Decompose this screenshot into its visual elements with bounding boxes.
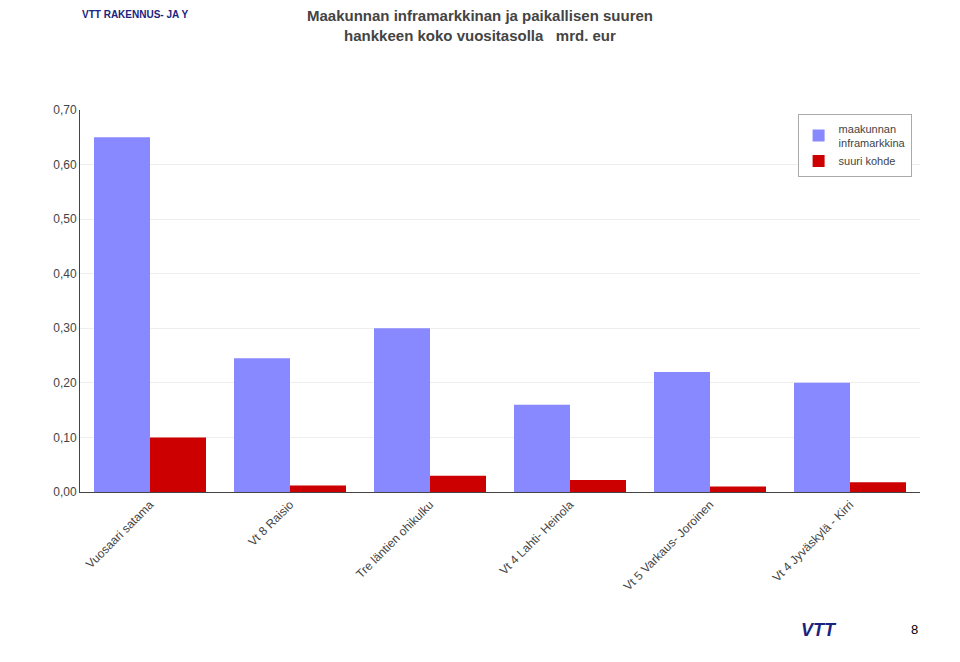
svg-text:Vt 5 Varkaus- Joroinen: Vt 5 Varkaus- Joroinen xyxy=(621,498,717,594)
svg-text:Maakunnan inframarkkinan ja pa: Maakunnan inframarkkinan ja paikallisen … xyxy=(307,7,653,44)
svg-text:Vt 8 Raisio: Vt 8 Raisio xyxy=(245,498,296,549)
svg-text:8: 8 xyxy=(911,622,918,637)
svg-text:0,40: 0,40 xyxy=(53,267,77,281)
svg-text:0,50: 0,50 xyxy=(53,212,77,226)
svg-text:0,60: 0,60 xyxy=(53,158,77,172)
svg-text:Vt 4 Jyväskylä - Kirri: Vt 4 Jyväskylä - Kirri xyxy=(770,498,857,585)
svg-text:Tre läntien ohikulku: Tre läntien ohikulku xyxy=(353,498,436,581)
svg-text:0,20: 0,20 xyxy=(53,376,77,390)
svg-text:0,00: 0,00 xyxy=(53,485,77,499)
svg-text:0,10: 0,10 xyxy=(53,431,77,445)
svg-text:VTT: VTT xyxy=(801,620,837,640)
svg-text:maakunnaninframarkkina: maakunnaninframarkkina xyxy=(839,123,906,149)
svg-text:Vt 4 Lahti- Heinola: Vt 4 Lahti- Heinola xyxy=(497,498,577,578)
svg-text:Vuosaari satama: Vuosaari satama xyxy=(83,498,156,571)
svg-text:0,30: 0,30 xyxy=(53,321,77,335)
svg-text:suuri kohde: suuri kohde xyxy=(839,155,896,167)
svg-text:0,70: 0,70 xyxy=(53,103,77,117)
svg-text:VTT RAKENNUS- JA Y: VTT RAKENNUS- JA Y xyxy=(82,9,188,20)
